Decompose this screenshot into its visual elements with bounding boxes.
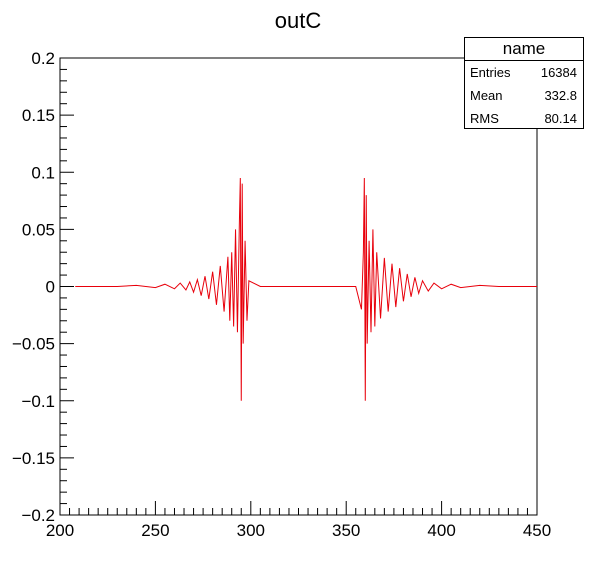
x-tick-label: 400 bbox=[427, 521, 455, 540]
x-tick-label: 300 bbox=[237, 521, 265, 540]
series-group bbox=[75, 177, 537, 401]
stats-value: 80.14 bbox=[544, 111, 577, 126]
y-tick-label: 0.2 bbox=[31, 49, 55, 68]
x-tick-label: 450 bbox=[523, 521, 551, 540]
y-tick-label: 0.15 bbox=[22, 106, 55, 125]
stats-box-title: name bbox=[465, 38, 583, 61]
y-axis-tick-labels: −0.2 −0.15 −0.1 −0.05 0 0.05 0.1 0.15 0.2 bbox=[12, 49, 55, 525]
y-tick-label: 0.1 bbox=[31, 163, 55, 182]
y-tick-label: −0.05 bbox=[12, 335, 55, 354]
y-tick-label: −0.15 bbox=[12, 449, 55, 468]
stats-label: Mean bbox=[470, 88, 503, 103]
y-tick-label: −0.1 bbox=[21, 392, 55, 411]
stats-value: 16384 bbox=[540, 65, 577, 80]
stats-label: RMS bbox=[470, 111, 499, 126]
y-tick-label: 0 bbox=[46, 278, 55, 297]
x-axis-tick-labels: 200 250 300 350 400 450 bbox=[46, 521, 551, 540]
y-tick-label: −0.2 bbox=[21, 506, 55, 525]
x-tick-label: 350 bbox=[332, 521, 360, 540]
y-tick-label: 0.05 bbox=[22, 220, 55, 239]
stats-label: Entries bbox=[470, 65, 511, 80]
x-tick-label: 200 bbox=[46, 521, 74, 540]
y-axis-ticks bbox=[60, 57, 74, 516]
stats-row-rms: RMS 80.14 bbox=[465, 107, 583, 130]
x-tick-label: 250 bbox=[141, 521, 169, 540]
chart-title: outC bbox=[274, 8, 322, 33]
x-axis-ticks bbox=[59, 501, 538, 515]
stats-row-entries: Entries 16384 bbox=[465, 61, 583, 84]
series-line-0 bbox=[75, 177, 537, 401]
stats-value: 332.8 bbox=[544, 88, 577, 103]
stats-row-mean: Mean 332.8 bbox=[465, 84, 583, 107]
stats-box: name Entries 16384 Mean 332.8 RMS 80.14 bbox=[464, 37, 584, 129]
